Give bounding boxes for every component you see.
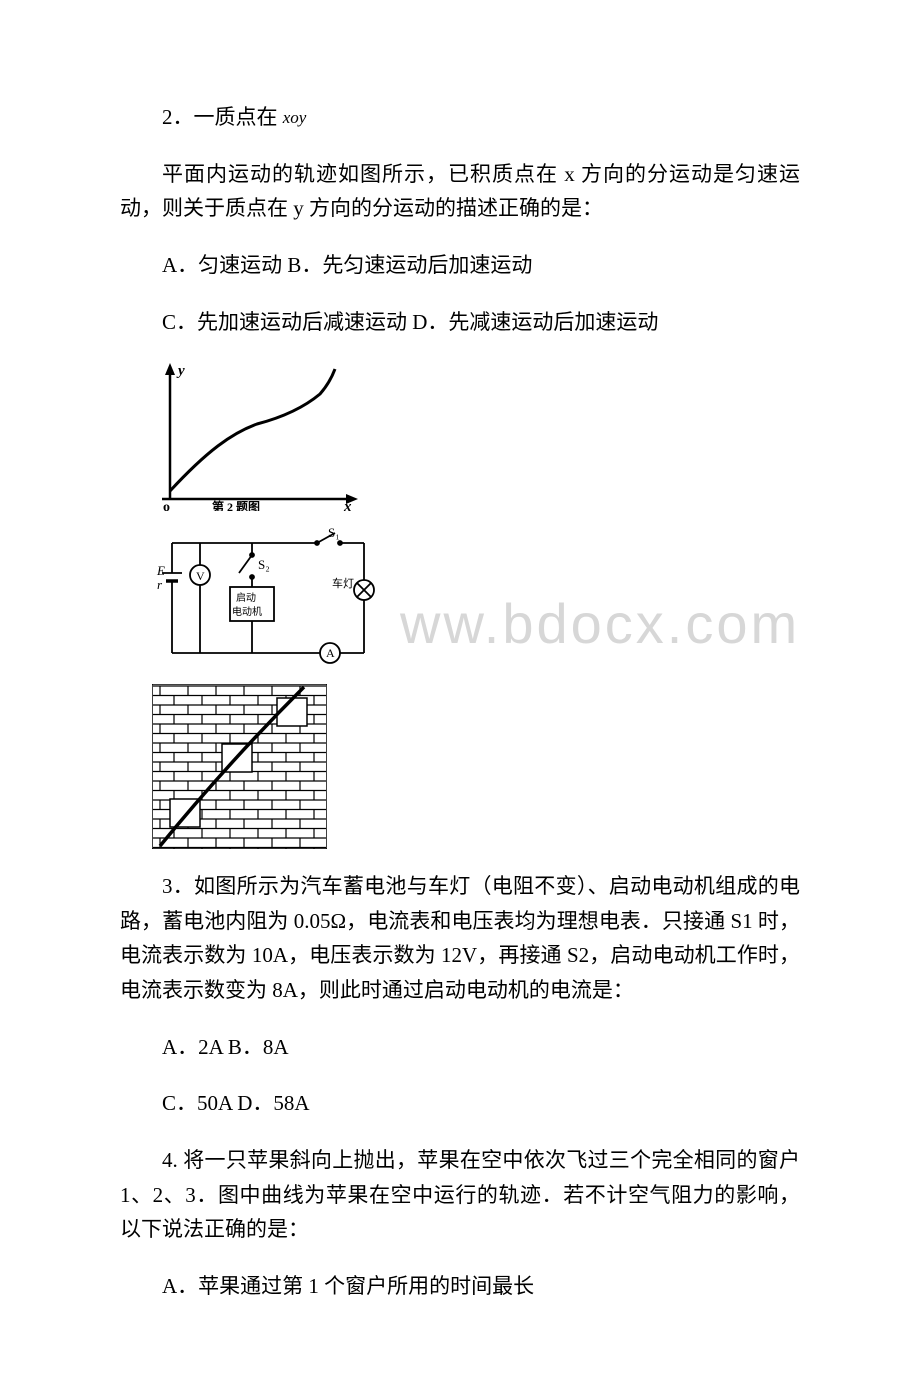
svg-text:y: y (176, 363, 185, 379)
q2-var-xoy: xoy (283, 108, 307, 127)
q3-circuit-figure: E r V S₂ S₁ 启动 电动机 车灯 A (152, 525, 382, 670)
q3-stem: 3．如图所示为汽车蓄电池与车灯（电阻不变）、启动电动机组成的电路，蓄电池内阻为 … (120, 869, 800, 1008)
q4-option-a: A．苹果通过第 1 个窗户所用的时间最长 (120, 1269, 800, 1304)
svg-text:x: x (343, 499, 352, 511)
svg-text:第 2 题图: 第 2 题图 (212, 499, 260, 511)
svg-text:S₂: S₂ (258, 557, 270, 572)
q4-wall-figure (152, 684, 327, 849)
svg-text:r: r (157, 577, 163, 592)
svg-text:S₁: S₁ (328, 525, 340, 540)
q4-stem: 4. 将一只苹果斜向上抛出，苹果在空中依次飞过三个完全相同的窗户 1、2、3．图… (120, 1143, 800, 1247)
svg-text:车灯: 车灯 (332, 576, 354, 590)
q2-stem-pre: 2．一质点在 (162, 105, 283, 129)
svg-text:o: o (163, 500, 170, 511)
q2-option-ab: A．匀速运动 B．先匀速运动后加速运动 (120, 248, 800, 283)
svg-text:A: A (326, 646, 335, 660)
svg-text:启动: 启动 (236, 591, 256, 604)
svg-text:电动机: 电动机 (232, 605, 262, 618)
q3-option-ab: A．2A B．8A (120, 1030, 800, 1065)
q2-stem-line2: 平面内运动的轨迹如图所示，已积质点在 x 方向的分运动是匀速运动，则关于质点在 … (120, 157, 800, 226)
q2-option-cd: C．先加速运动后减速运动 D．先减速运动后加速运动 (120, 305, 800, 340)
q2-graph-figure: y x o 第 2 题图 (152, 361, 362, 511)
svg-text:E: E (156, 563, 165, 578)
svg-text:V: V (196, 569, 205, 583)
q2-stem-line1: 2．一质点在 xoy (120, 100, 800, 135)
q3-option-cd: C．50A D．58A (120, 1086, 800, 1121)
figures-block: y x o 第 2 题图 (120, 361, 800, 849)
